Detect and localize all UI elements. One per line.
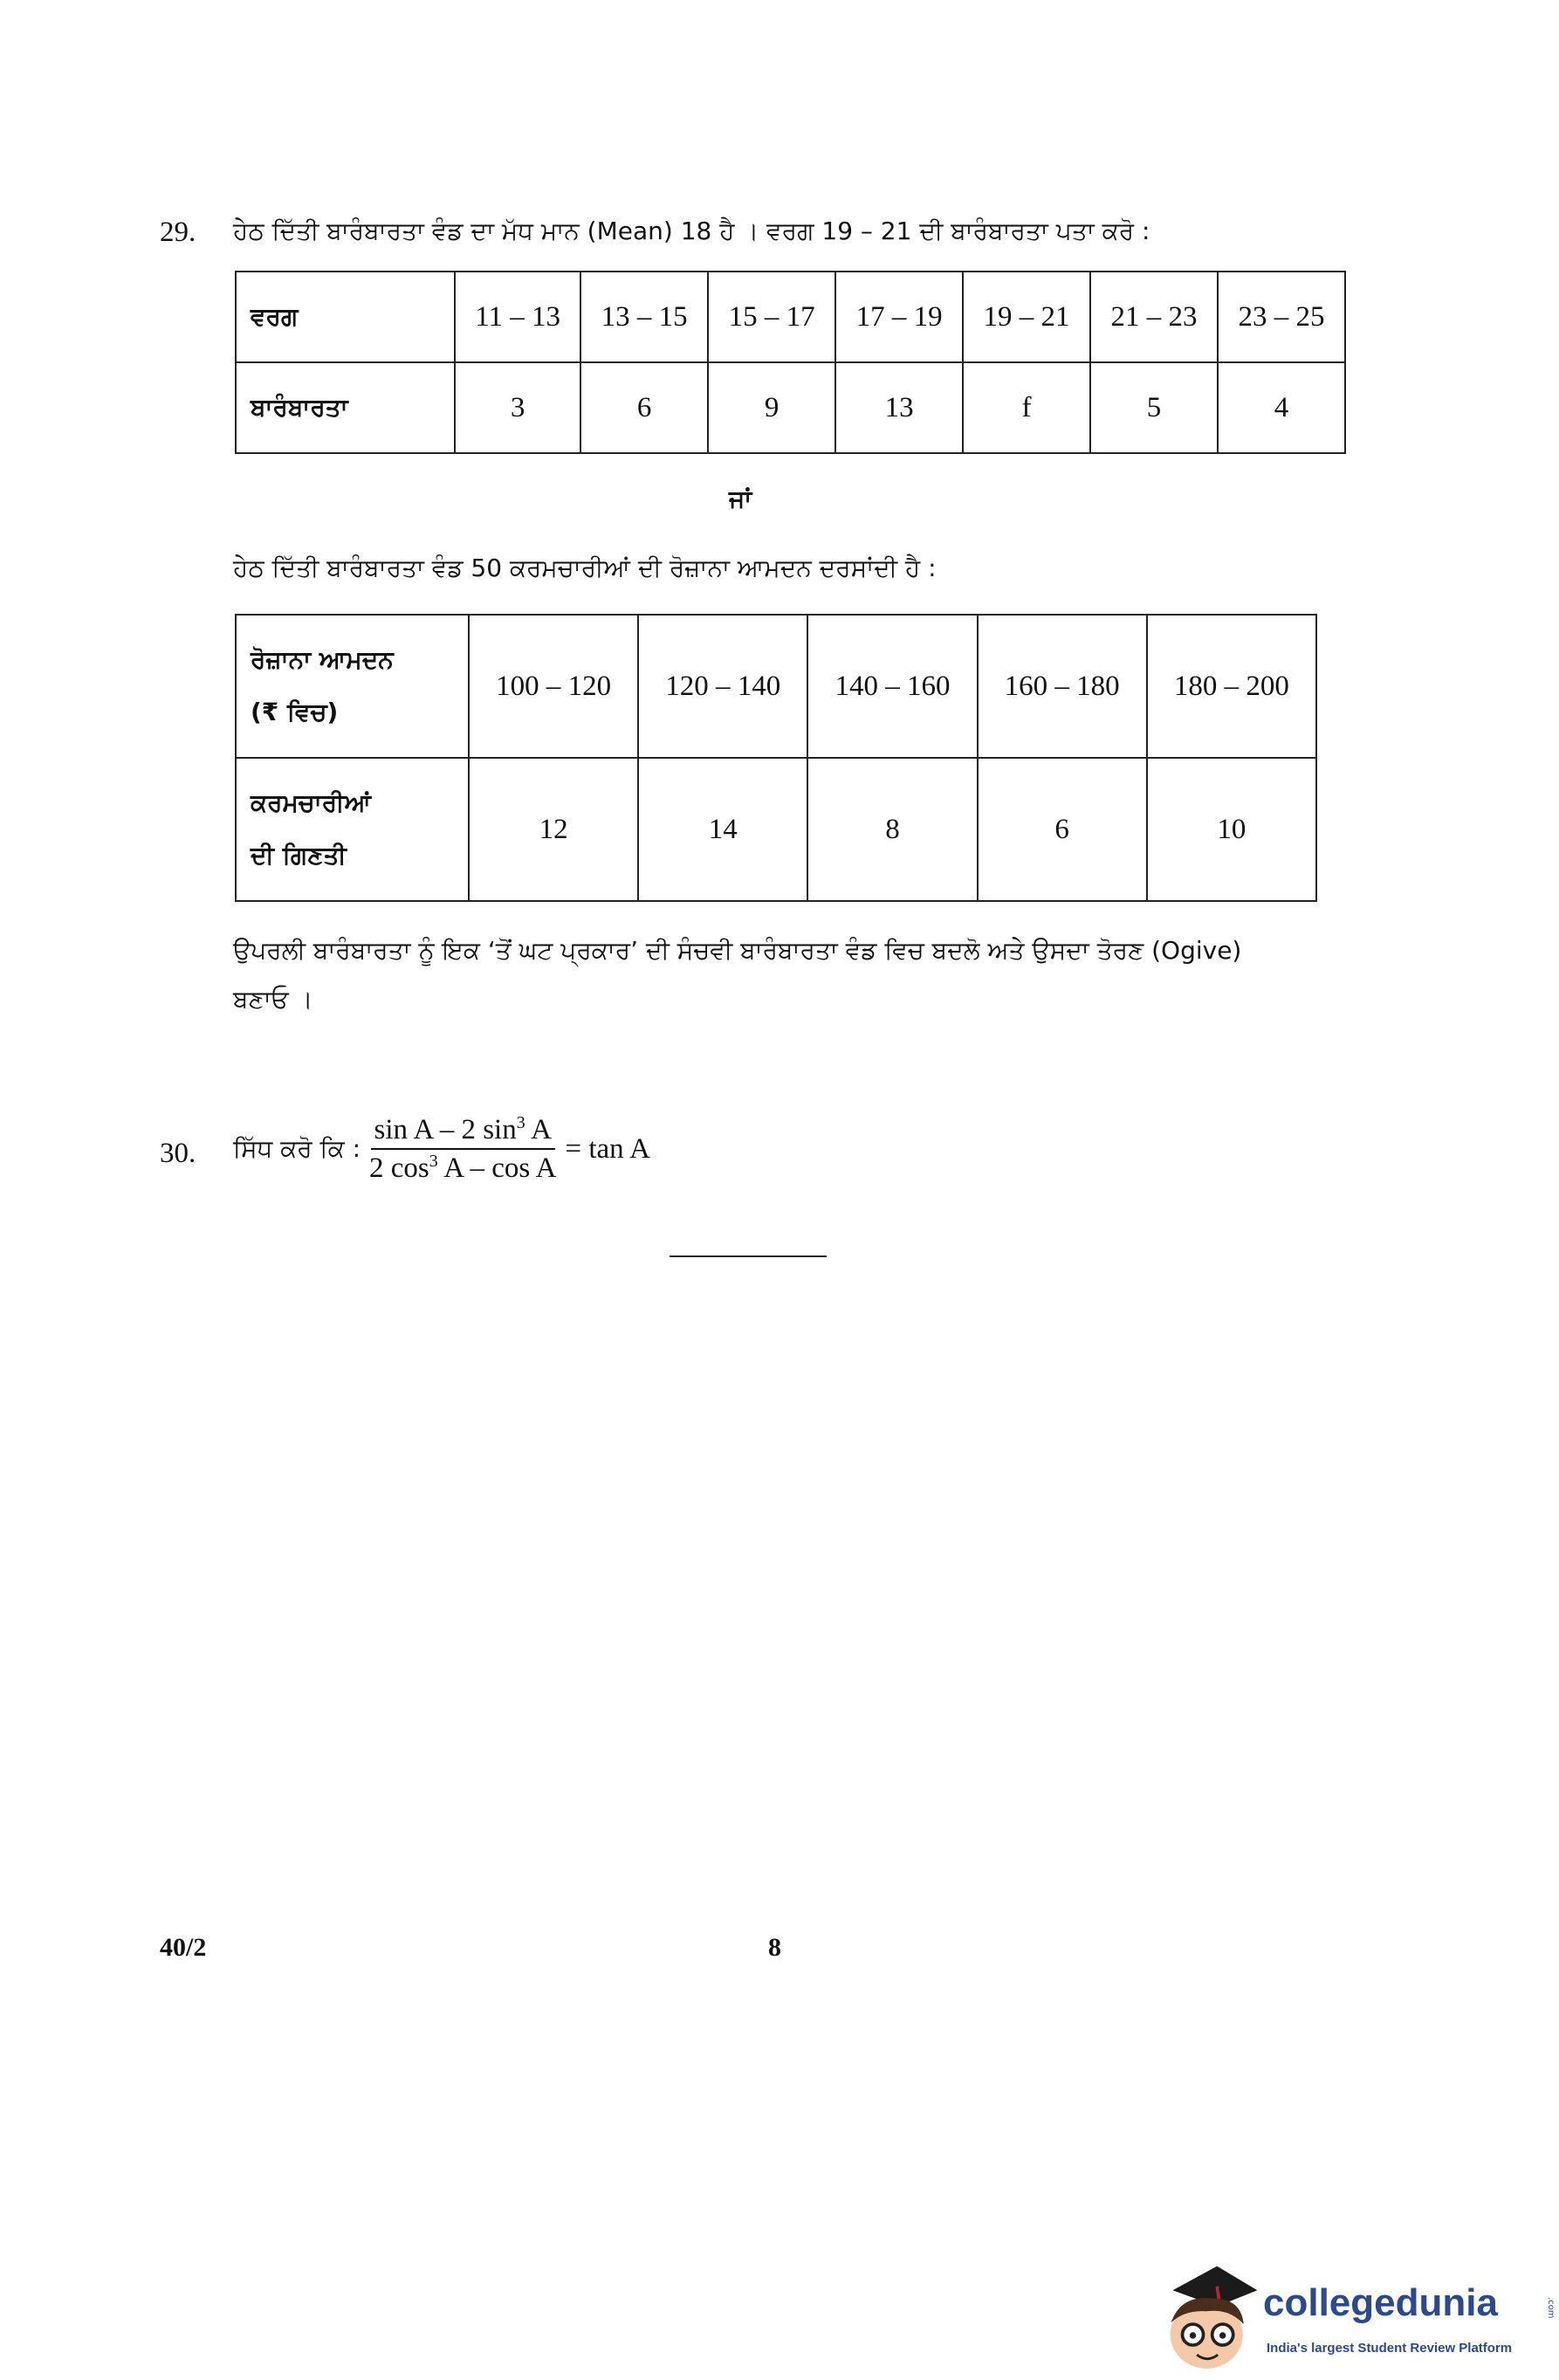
end-rule xyxy=(670,1255,827,1257)
q30-prefix: ਸਿੱਧ ਕਰੋ ਕਿ : xyxy=(233,1134,361,1163)
numerator-exponent: 3 xyxy=(516,1113,525,1132)
q30-number: 30. xyxy=(160,1138,196,1169)
frequency-cell: 13 xyxy=(834,361,965,454)
denominator-text: 2 cos xyxy=(369,1152,429,1184)
q29-or-text: ਹੇਠ ਦਿੱਤੀ ਬਾਰੰਬਾਰਤਾ ਵੰਡ 50 ਕਰਮਚਾਰੀਆਂ ਦੀ … xyxy=(233,554,937,582)
frequency-cell: 9 xyxy=(707,361,837,454)
income-cell: 160 – 180 xyxy=(976,614,1148,759)
q30-statement: ਸਿੱਧ ਕਰੋ ਕਿ : sin A – 2 sin3 A 2 cos3 A … xyxy=(233,1113,650,1185)
class-cell: 11 – 13 xyxy=(453,271,582,363)
class-cell: 13 – 15 xyxy=(580,271,710,363)
fraction: sin A – 2 sin3 A 2 cos3 A – cos A xyxy=(366,1113,560,1185)
frequency-cell: 6 xyxy=(580,361,710,454)
row-header-class: ਵਰਗ xyxy=(235,271,456,363)
class-cell: 19 – 21 xyxy=(962,271,1092,363)
footer-page-number: 8 xyxy=(768,1933,781,1962)
footer-code: 40/2 xyxy=(160,1933,207,1962)
frequency-cell: f xyxy=(962,361,1092,454)
frequency-cell: 5 xyxy=(1089,361,1219,454)
logo-tagline: India's largest Student Review Platform xyxy=(1267,2341,1513,2356)
employees-header-line2: ਦੀ ਗਿਣਤੀ xyxy=(251,841,347,870)
count-cell: 6 xyxy=(976,757,1148,902)
mascot-icon xyxy=(1170,2266,1258,2369)
class-cell: 17 – 19 xyxy=(834,271,965,363)
count-cell: 8 xyxy=(807,757,979,902)
income-cell: 140 – 160 xyxy=(807,614,979,759)
count-cell: 14 xyxy=(637,757,809,902)
count-cell: 12 xyxy=(467,757,640,902)
income-cell: 120 – 140 xyxy=(637,614,809,759)
class-cell: 21 – 23 xyxy=(1089,271,1219,363)
denominator-exponent: 3 xyxy=(429,1152,438,1171)
numerator-text: sin A – 2 sin xyxy=(374,1114,517,1145)
denominator: 2 cos3 A – cos A xyxy=(366,1150,560,1185)
numerator: sin A – 2 sin3 A xyxy=(370,1113,555,1150)
employees-header-line1: ਕਰਮਚਾਰੀਆਂ xyxy=(251,788,372,817)
row-header-income: ਰੋਜ਼ਾਨਾ ਆਮਦਨ (₹ ਵਿਚ) xyxy=(235,614,470,759)
or-separator: ਜਾਂ xyxy=(729,485,752,513)
income-cell: 100 – 120 xyxy=(467,614,640,759)
q29-ogive-text-line2: ਬਣਾਓ । xyxy=(233,985,313,1014)
collegedunia-logo: collegedunia .com India's largest Studen… xyxy=(1157,2253,1559,2376)
class-cell: 15 – 17 xyxy=(707,271,837,363)
income-cell: 180 – 200 xyxy=(1145,614,1318,759)
logo-brand: collegedunia xyxy=(1263,2281,1498,2324)
denominator-tail: A – cos A xyxy=(437,1152,557,1184)
q29-ogive-text-line1: ਉਪਰਲੀ ਬਾਰੰਬਾਰਤਾ ਨੂੰ ਇਕ ‘ਤੋਂ ਘਟ ਪ੍ਰਕਾਰ’ ਦ… xyxy=(233,936,1242,965)
frequency-table: ਵਰਗ 11 – 13 13 – 15 15 – 17 17 – 19 19 –… xyxy=(235,271,1347,454)
count-cell: 10 xyxy=(1145,757,1318,902)
income-table: ਰੋਜ਼ਾਨਾ ਆਮਦਨ (₹ ਵਿਚ) 100 – 120 120 – 140… xyxy=(235,614,1318,902)
income-header-line2: (₹ ਵਿਚ) xyxy=(251,698,339,726)
q29-text: ਹੇਠ ਦਿੱਤੀ ਬਾਰੰਬਾਰਤਾ ਵੰਡ ਦਾ ਮੱਧ ਮਾਨ (Mean… xyxy=(233,217,1150,245)
numerator-tail: A xyxy=(525,1114,552,1145)
frequency-cell: 3 xyxy=(453,361,582,454)
class-cell: 23 – 25 xyxy=(1216,271,1347,363)
row-header-frequency: ਬਾਰੰਬਾਰਤਾ xyxy=(235,361,456,454)
logo-suffix: .com xyxy=(1546,2297,1556,2319)
frequency-cell: 4 xyxy=(1216,361,1347,454)
income-header-line1: ਰੋਜ਼ਾਨਾ ਆਮਦਨ xyxy=(251,645,394,674)
q30-rhs: = tan A xyxy=(565,1132,650,1165)
row-header-employees: ਕਰਮਚਾਰੀਆਂ ਦੀ ਗਿਣਤੀ xyxy=(235,757,470,902)
q29-number: 29. xyxy=(160,217,196,248)
